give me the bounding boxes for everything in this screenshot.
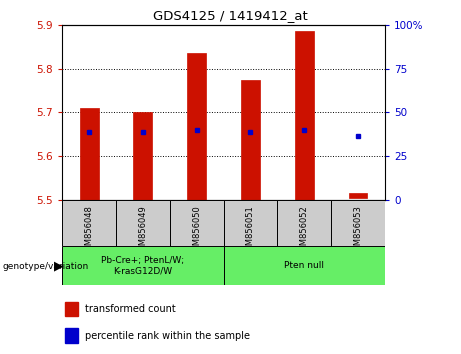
Text: Pten null: Pten null [284,261,324,270]
Bar [241,80,260,200]
Text: GSM856048: GSM856048 [85,206,94,256]
Bar [187,53,206,200]
Bar [62,246,224,285]
Bar [224,246,385,285]
Bar [80,108,99,200]
Text: genotype/variation: genotype/variation [2,262,89,271]
Text: GSM856052: GSM856052 [300,206,309,256]
Bar [349,193,367,198]
Text: GSM856050: GSM856050 [192,206,201,256]
Bar [331,200,385,246]
Text: GDS4125 / 1419412_at: GDS4125 / 1419412_at [153,9,308,22]
Bar [62,200,116,246]
Bar [170,200,224,246]
Bar [224,200,278,246]
Bar [278,200,331,246]
Text: GSM856051: GSM856051 [246,206,255,256]
Bar [65,329,78,343]
Bar [65,302,78,316]
Bar [116,200,170,246]
Text: ▶: ▶ [54,260,64,273]
Text: GSM856049: GSM856049 [138,206,148,256]
Bar [295,32,313,200]
Bar [134,112,152,200]
Text: GSM856053: GSM856053 [354,206,362,256]
Text: Pb-Cre+; PtenL/W;
K-rasG12D/W: Pb-Cre+; PtenL/W; K-rasG12D/W [101,256,184,275]
Text: transformed count: transformed count [85,304,176,314]
Text: percentile rank within the sample: percentile rank within the sample [85,331,250,341]
